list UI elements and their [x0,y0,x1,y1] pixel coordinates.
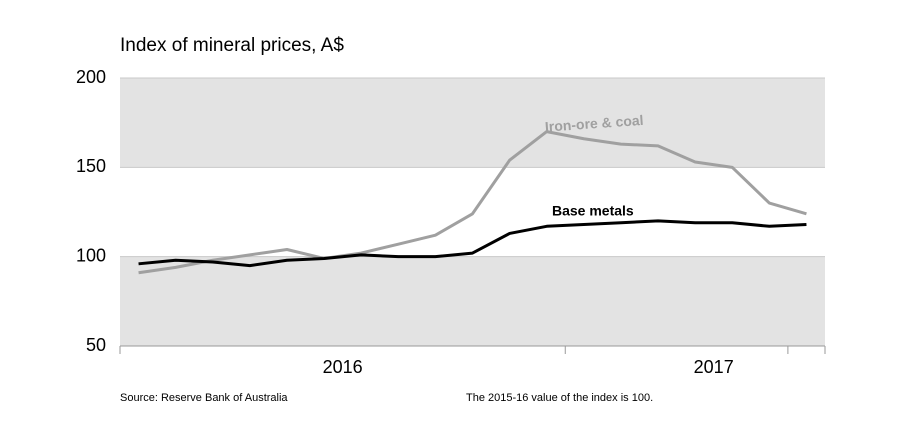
y-tick-label: 200 [76,67,106,87]
series-line [138,130,807,275]
band [120,78,825,168]
y-tick-label: 100 [76,245,106,265]
series-label: Iron-ore & coal [544,112,644,135]
x-tick-label: 2017 [694,357,734,377]
source-note: Source: Reserve Bank of Australia [120,392,288,404]
chart-title: Index of mineral prices, A$ [120,35,344,56]
y-tick-label: 150 [76,156,106,176]
band [120,256,825,346]
x-tick-label: 2016 [323,357,363,377]
y-tick-label: 50 [86,335,106,355]
series-label: Base metals [552,203,634,219]
series-line [138,219,807,268]
footnote: The 2015-16 value of the index is 100. [466,392,653,404]
